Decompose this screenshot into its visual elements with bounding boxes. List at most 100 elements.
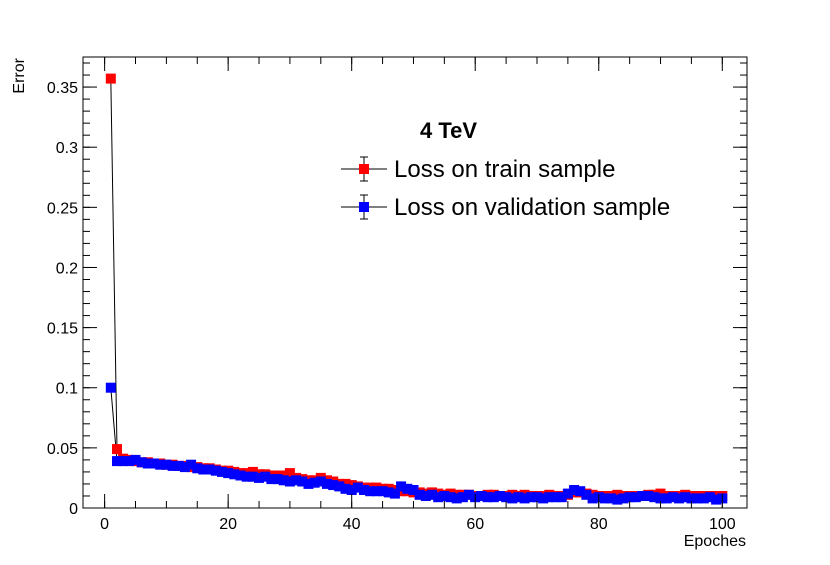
validation-point [112, 456, 122, 467]
validation-point [420, 491, 431, 501]
chart-title: 4 TeV [420, 118, 477, 143]
validation-point [445, 492, 456, 503]
validation-point [315, 476, 326, 487]
x-tick-label: 40 [343, 516, 361, 533]
train-point [105, 73, 116, 84]
validation-point [173, 460, 184, 471]
validation-point [155, 459, 166, 470]
validation-point [328, 480, 339, 491]
validation-point [322, 478, 332, 489]
validation-point [359, 485, 369, 495]
validation-point [464, 489, 474, 500]
y-tick-label: 0.15 [47, 321, 78, 338]
validation-point [229, 469, 240, 480]
x-tick-label: 80 [590, 516, 608, 533]
validation-point [494, 491, 505, 501]
y-tick-label: 0.35 [47, 80, 78, 97]
validation-point [698, 493, 709, 504]
validation-point [260, 471, 271, 482]
validation-point [161, 459, 172, 470]
series-markers [105, 73, 728, 505]
validation-point [624, 492, 635, 503]
validation-point [396, 481, 407, 492]
y-tick-label: 0.05 [47, 441, 78, 458]
validation-point [655, 493, 666, 504]
validation-point [340, 483, 351, 494]
validation-point [217, 466, 227, 477]
validation-point [179, 462, 190, 473]
validation-point [235, 470, 246, 481]
validation-point [303, 478, 314, 489]
validation-point [297, 476, 308, 487]
validation-point [569, 485, 580, 495]
validation-point [136, 457, 147, 468]
validation-point [513, 492, 524, 503]
validation-point [266, 474, 277, 485]
validation-point [377, 486, 388, 497]
validation-point [291, 475, 302, 486]
validation-point [371, 486, 382, 497]
validation-point [130, 454, 141, 465]
validation-point [210, 465, 221, 476]
x-tick-label: 60 [466, 516, 484, 533]
train-point [112, 444, 122, 455]
validation-point [278, 475, 289, 486]
validation-point [439, 491, 450, 501]
validation-point [352, 482, 363, 493]
validation-point [451, 493, 462, 504]
validation-point [186, 459, 197, 470]
validation-point [637, 491, 647, 501]
validation-point [482, 492, 493, 503]
validation-point [346, 485, 357, 495]
validation-point [643, 491, 654, 501]
validation-point [704, 492, 715, 503]
legend-entry-train: Loss on train sample [341, 156, 615, 183]
validation-point [389, 488, 400, 499]
validation-point [674, 493, 685, 504]
x-tick-label: 0 [100, 516, 109, 533]
legend: Loss on train sample Loss on validation … [341, 156, 670, 221]
validation-point [501, 492, 512, 503]
validation-point [309, 477, 320, 488]
validation-point [488, 492, 499, 503]
validation-point [507, 493, 518, 504]
validation-point [519, 493, 530, 504]
legend-train-marker [359, 164, 369, 174]
validation-point [105, 382, 116, 393]
validation-point [618, 493, 629, 504]
x-axis-title: Epoches [684, 533, 746, 550]
validation-point [204, 464, 215, 475]
validation-point [241, 471, 252, 482]
validation-point [525, 492, 536, 503]
validation-point [408, 485, 419, 495]
validation-point [630, 492, 641, 503]
validation-point [661, 493, 672, 504]
validation-point [587, 493, 598, 504]
validation-point [476, 491, 487, 501]
series-line-0 [110, 78, 723, 497]
legend-validation-label: Loss on validation sample [394, 194, 670, 221]
validation-point [562, 488, 573, 499]
validation-point [612, 494, 623, 505]
validation-point [402, 483, 413, 494]
y-tick-label: 0.1 [56, 381, 78, 398]
validation-point [414, 489, 425, 500]
validation-point [124, 456, 135, 467]
validation-point [149, 458, 159, 469]
axes: 0 0.05 0.1 0.15 0.2 0.25 0.3 0.35 0 20 40 60 80 100 [47, 56, 748, 533]
legend-entry-validation: Loss on validation sample [341, 194, 670, 221]
validation-point [334, 481, 345, 492]
y-tick-label: 0 [69, 501, 78, 518]
validation-point [556, 492, 567, 503]
validation-point [686, 493, 697, 504]
validation-point [575, 486, 586, 497]
y-tick-label: 0.25 [47, 200, 78, 217]
validation-point [667, 492, 678, 503]
x-tick-label: 100 [709, 516, 736, 533]
series-lines [110, 78, 723, 501]
x-tick-label: 20 [219, 516, 237, 533]
validation-point [550, 492, 561, 503]
validation-point [365, 486, 376, 497]
legend-validation-marker [359, 202, 369, 212]
validation-point [118, 456, 129, 467]
